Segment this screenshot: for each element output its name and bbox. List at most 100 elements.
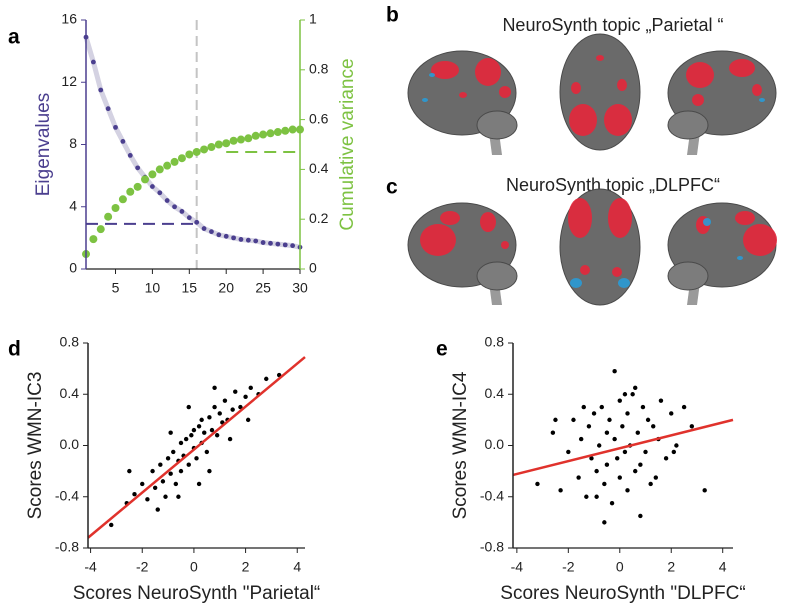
y-tick-label: 0: [69, 260, 77, 276]
data-point: [231, 235, 236, 241]
data-point: [127, 152, 133, 158]
data-point: [645, 417, 651, 423]
data-point: [177, 154, 186, 163]
data-point: [140, 481, 145, 487]
data-point: [702, 488, 707, 493]
data-point: [648, 481, 653, 487]
data-point: [236, 135, 245, 144]
data-point: [90, 59, 96, 65]
panel-label: a: [8, 26, 20, 49]
y-tick-label: 4: [69, 197, 77, 213]
data-point: [157, 190, 163, 196]
data-point: [191, 427, 197, 433]
y-tick-label: 0.4: [60, 385, 80, 401]
panel-title: NeuroSynth topic „DLPFC“: [506, 175, 720, 195]
data-point: [638, 462, 643, 467]
x-tick-label: 2: [242, 559, 250, 575]
data-point: [192, 147, 201, 156]
data-point: [214, 433, 220, 438]
x-axis-label: Scores NeuroSynth "Parietal“: [73, 583, 321, 604]
y-tick-label: -0.4: [55, 487, 79, 503]
x-axis-label: Scores NeuroSynth "DLPFC“: [500, 583, 745, 604]
data-point: [163, 161, 172, 170]
data-point: [132, 491, 137, 497]
data-point: [127, 468, 132, 474]
data-point: [120, 138, 126, 144]
data-point: [273, 128, 282, 137]
y-tick-label: 16: [61, 11, 77, 27]
y-tick-label: 0.2: [309, 210, 329, 226]
data-point: [196, 481, 202, 487]
x-tick-label: -2: [562, 559, 575, 575]
data-point: [227, 436, 233, 442]
data-point: [229, 136, 238, 145]
data-point: [622, 392, 628, 397]
data-point: [625, 411, 630, 416]
data-point: [245, 237, 251, 243]
data-point: [152, 485, 158, 490]
data-point: [214, 140, 223, 149]
data-point: [638, 513, 643, 519]
data-point: [189, 433, 194, 438]
data-point: [183, 436, 189, 442]
data-point: [217, 411, 222, 416]
data-point: [118, 195, 127, 204]
data-point: [202, 430, 207, 435]
data-point: [612, 436, 617, 442]
x-tick-label: -2: [136, 559, 149, 575]
data-point: [145, 497, 150, 502]
data-point: [275, 241, 281, 247]
data-point: [633, 468, 638, 474]
data-point: [109, 522, 114, 528]
y-tick-label: 1: [309, 11, 317, 27]
data-point: [186, 462, 191, 467]
data-point: [176, 494, 181, 499]
data-point: [168, 430, 173, 435]
data-point: [243, 394, 248, 400]
data-point: [150, 184, 155, 189]
data-point: [172, 204, 177, 210]
panel-label: d: [8, 338, 21, 361]
data-point: [260, 240, 266, 245]
data-point: [135, 165, 141, 171]
data-point: [658, 398, 664, 403]
y-tick-label: 0: [309, 260, 317, 276]
data-point: [212, 404, 217, 410]
data-point: [98, 87, 104, 93]
data-point: [282, 242, 288, 248]
data-point: [266, 129, 275, 138]
data-point: [186, 215, 192, 221]
data-point: [126, 187, 135, 196]
y-tick-label: 0.0: [485, 436, 505, 452]
data-point: [609, 500, 615, 506]
data-point: [578, 436, 584, 442]
data-point: [196, 424, 202, 429]
data-point: [186, 404, 191, 410]
x-tick-label: 15: [182, 280, 198, 296]
data-point: [216, 232, 222, 238]
data-point: [178, 440, 184, 446]
data-point: [238, 237, 244, 242]
data-point: [288, 125, 297, 134]
data-point: [222, 139, 231, 148]
data-point: [245, 417, 251, 423]
data-point: [238, 404, 243, 410]
data-point: [589, 456, 594, 461]
fit-line: [87, 356, 306, 539]
data-point: [141, 175, 150, 184]
data-point: [290, 243, 296, 249]
y-tick-label: 0.6: [309, 110, 329, 126]
data-point: [594, 468, 599, 474]
data-point: [171, 449, 176, 455]
x-tick-label: 4: [293, 559, 301, 575]
data-point: [558, 488, 563, 493]
data-point: [209, 427, 215, 433]
data-point: [244, 134, 253, 143]
data-point: [581, 404, 586, 410]
data-point: [653, 475, 659, 480]
data-point: [223, 233, 229, 239]
y-tick-label: 0.0: [60, 436, 80, 452]
x-tick-label: 20: [218, 280, 234, 296]
data-point: [553, 417, 558, 423]
